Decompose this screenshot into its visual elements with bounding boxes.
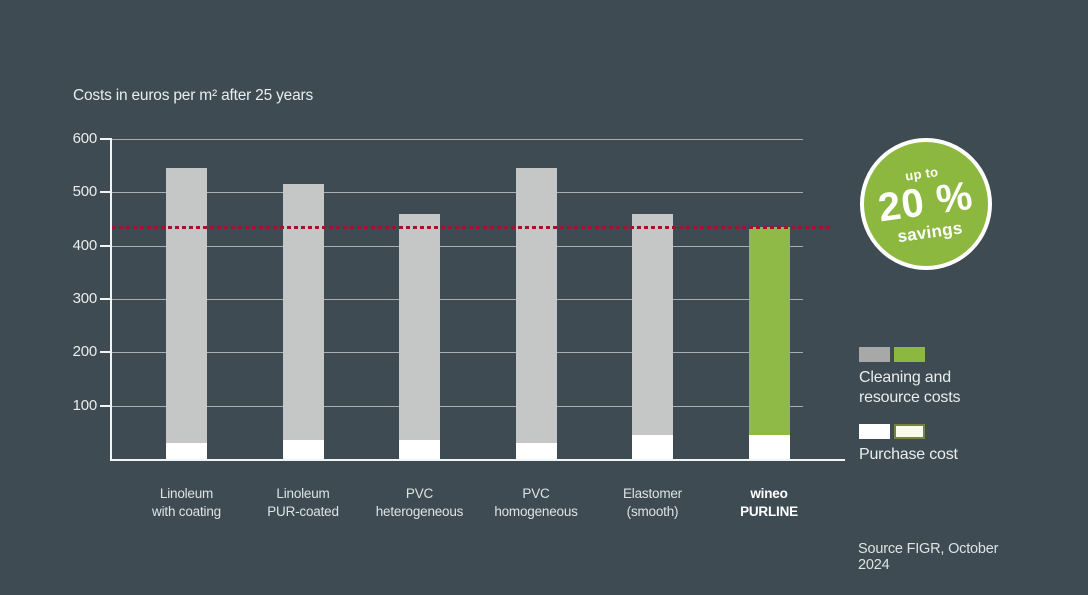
bar-cleaning-segment-3	[515, 168, 557, 443]
y-axis-tick-400	[100, 244, 112, 247]
gridline-200	[112, 352, 803, 354]
y-tick-label-300: 300	[72, 290, 98, 307]
bar-purchase-segment-0	[166, 443, 207, 459]
chart-title: Costs in euros per m² after 25 years	[73, 87, 314, 104]
legend-swatch-cleaning-green	[894, 347, 925, 362]
y-tick-label-500: 500	[72, 183, 98, 201]
category-label-4: Elastomer (smooth)	[623, 486, 682, 519]
bar-purchase-segment-2	[399, 440, 440, 459]
savings-badge-text: up to 20 % savings	[856, 134, 996, 274]
y-axis-tick-600	[100, 138, 112, 140]
bar-cleaning-segment-5	[748, 227, 790, 435]
y-axis-tick-300	[100, 298, 112, 300]
category-label-3: PVC homogeneous	[494, 486, 578, 519]
gridline-600	[112, 139, 803, 140]
legend-swatch-purchase-white	[859, 424, 890, 439]
y-axis-tick-200	[100, 351, 112, 354]
y-axis-tick-100	[100, 404, 112, 407]
category-label-1: Linoleum PUR-coated	[267, 486, 339, 519]
gridline-400	[112, 245, 803, 247]
y-tick-label-100: 100	[72, 396, 98, 414]
bar-cleaning-segment-4	[632, 213, 673, 435]
bar-purchase-segment-4	[632, 435, 673, 459]
y-axis-tick-500	[100, 191, 112, 194]
gridline-500	[112, 192, 803, 194]
category-label-0: Linoleum with coating	[152, 486, 221, 519]
y-axis-line	[110, 139, 112, 461]
x-axis-line	[110, 459, 845, 461]
bar-cleaning-segment-1	[282, 184, 324, 441]
category-label-2: PVC heterogeneous	[375, 486, 464, 519]
legend-label-cleaning: Cleaning and resource costs	[859, 369, 961, 406]
legend-label-purchase: Purchase cost	[859, 446, 958, 463]
gridline-100	[112, 405, 803, 407]
bar-purchase-segment-3	[515, 443, 557, 459]
category-label-5: wineo PURLINE	[740, 486, 798, 519]
y-tick-label-200: 200	[72, 343, 98, 361]
bar-purchase-segment-1	[282, 440, 324, 459]
legend-swatch-cleaning-gray	[859, 347, 890, 362]
gridline-300	[112, 299, 803, 300]
y-tick-label-400: 400	[72, 236, 98, 254]
bar-purchase-segment-5	[748, 435, 790, 459]
y-tick-label-600: 600	[72, 130, 98, 147]
bar-cleaning-segment-0	[166, 168, 207, 443]
savings-reference-line	[112, 226, 833, 229]
source-note: Source FIGR, October 2024	[858, 541, 999, 573]
legend-swatch-purchase-green	[894, 424, 925, 439]
bar-cleaning-segment-2	[399, 213, 440, 441]
savings-badge: up to 20 % savings	[860, 138, 992, 270]
